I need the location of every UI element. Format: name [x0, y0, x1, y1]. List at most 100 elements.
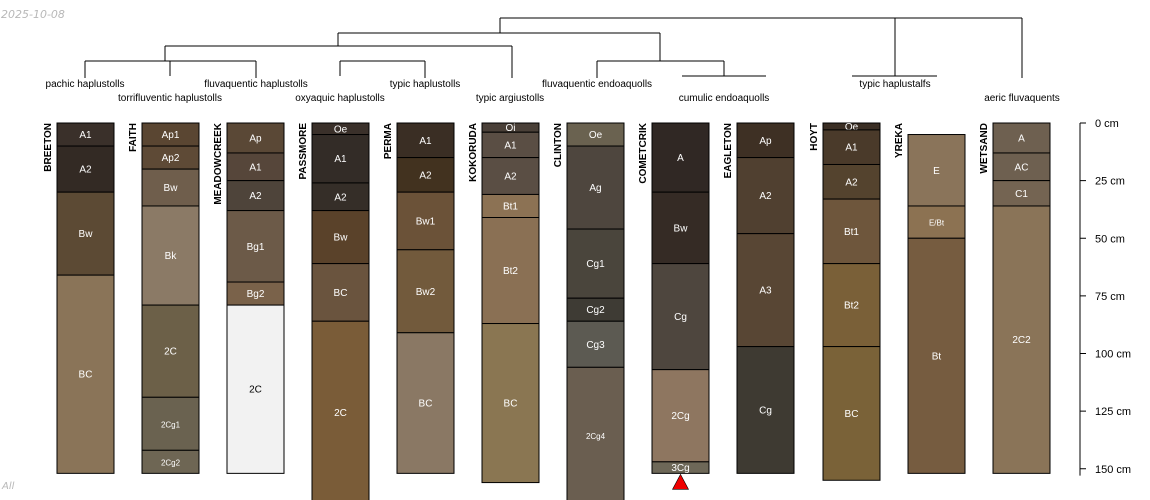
axis-tick-label: 75 cm	[1095, 291, 1125, 303]
horizon-label: BC	[79, 370, 93, 381]
horizon-label: 2C	[249, 385, 262, 396]
horizon-label: Bg2	[247, 289, 265, 300]
axis-tick-label: 100 cm	[1095, 349, 1131, 361]
horizon-a	[992, 122, 1051, 154]
profile-passmore: PASSMORE Oe A1 A2 Bw BC 2C	[298, 122, 370, 500]
profile-name: HOYT	[809, 123, 820, 151]
horizon-label: AC	[1015, 162, 1029, 173]
horizon-bk	[141, 205, 200, 306]
horizon-a1	[311, 134, 370, 184]
bottom-marker-triangle	[672, 473, 689, 490]
profile-name: BREETON	[43, 123, 54, 172]
horizon-label: A2	[334, 192, 347, 203]
taxon-label-pachic-haplustolls: pachic haplustolls	[46, 79, 125, 90]
horizon-ac	[992, 152, 1051, 182]
horizon-cg	[651, 263, 710, 371]
horizon-label: Bt2	[844, 301, 859, 312]
horizon-label: Bw2	[416, 287, 436, 298]
horizon-bc	[396, 332, 455, 474]
taxon-label-fluvaquentic-endoaquolls: fluvaquentic endoaquolls	[542, 79, 652, 90]
profile-breeton: BREETON A1 A2 Bw BC	[43, 122, 115, 474]
taxon-label-typic-haplustalfs: typic haplustalfs	[859, 79, 930, 90]
horizon-label: 2Cg	[671, 411, 689, 422]
horizon-label: A2	[504, 172, 517, 183]
horizon-2c	[311, 320, 370, 500]
depth-axis: 0 cm 25 cm 50 cm 75 cm 100 cm 125 cm 150 cm	[1079, 118, 1131, 476]
horizon-label: E	[933, 166, 940, 177]
horizon-label: Bk	[165, 251, 178, 262]
horizon-label: Oe	[845, 122, 859, 133]
date-stamp: 2025-10-08	[1, 8, 65, 21]
axis-tick-label: 0 cm	[1095, 118, 1119, 130]
horizon-label: Bt2	[503, 266, 518, 277]
profile-name: CLINTON	[553, 123, 564, 167]
corner-tag: All	[2, 481, 15, 492]
horizon-bc	[56, 274, 115, 474]
horizon-2cg1	[141, 396, 200, 451]
profile-name: COMETCRIK	[638, 122, 649, 183]
horizon-label: A1	[334, 154, 347, 165]
taxon-label-torrifluventic-haplustolls: torrifluventic haplustolls	[118, 93, 222, 104]
horizon-label: A1	[419, 136, 432, 147]
profile-meadowcreek: MEADOWCREEK Ap A1 A2 Bg1 Bg2 2C	[213, 122, 285, 474]
horizon-label: Bg1	[247, 242, 265, 253]
horizon-a2	[56, 145, 115, 193]
horizon-label: A3	[759, 286, 772, 297]
horizon-2c	[141, 304, 200, 398]
axis-tick-label: 150 cm	[1095, 464, 1131, 476]
horizon-cg	[736, 346, 795, 474]
horizon-label: 2C	[164, 347, 177, 358]
horizon-bw1	[396, 191, 455, 251]
horizon-label: Ag	[589, 183, 601, 194]
profile-hoyt: HOYT Oe A1 A2 Bt1 Bt2 BC	[809, 122, 881, 481]
horizon-ap	[226, 122, 285, 154]
horizon-label: A1	[845, 143, 858, 154]
horizon-label: BC	[845, 409, 859, 420]
horizon-2c2	[992, 205, 1051, 474]
horizon-cg1	[566, 228, 625, 299]
taxon-label-oxyaquic-haplustolls: oxyaquic haplustolls	[295, 93, 385, 104]
profile-name: WETSAND	[979, 123, 990, 174]
profile-name: YREKA	[894, 123, 905, 158]
horizon-label: A2	[79, 165, 92, 176]
horizon-a2	[822, 163, 881, 200]
horizon-label: Bw	[674, 223, 689, 234]
horizon-bt2	[481, 217, 540, 325]
horizon-3cg	[651, 461, 710, 474]
profile-clinton: CLINTON Oe Ag Cg1 Cg2 Cg3 2Cg4	[553, 122, 625, 500]
horizon-label: A1	[79, 130, 92, 141]
horizon-ap	[736, 122, 795, 159]
profile-yreka: YREKA E E/Bt Bt	[894, 123, 966, 474]
profile-name: PERMA	[383, 123, 394, 159]
horizon-label: BC	[334, 288, 348, 299]
profile-wetsand: WETSAND A AC C1 2C2	[979, 122, 1051, 474]
horizon-label: A	[1018, 133, 1025, 144]
horizon-bw	[56, 191, 115, 276]
horizon-2c	[226, 304, 285, 474]
horizon-label: Cg	[759, 405, 772, 416]
horizon-label: Oe	[589, 130, 603, 141]
profile-kokoruda: KOKORUDA Oi A1 A2 Bt1 Bt2 BC	[468, 122, 540, 484]
horizon-label: Bw	[334, 233, 349, 244]
horizon-label: Bw1	[416, 216, 436, 227]
horizon-label: A2	[419, 170, 432, 181]
horizon-label: Cg2	[586, 305, 605, 316]
horizon-label: Ap1	[162, 130, 180, 141]
horizon-label: 2C	[334, 408, 347, 419]
horizon-label: A2	[759, 191, 772, 202]
horizon-a2	[736, 157, 795, 235]
horizon-a2	[311, 182, 370, 212]
horizon-label: A	[677, 153, 684, 164]
horizon-label: A1	[504, 140, 517, 151]
horizon-label: Bt1	[503, 201, 518, 212]
taxon-label-cumulic-endoaquolls: cumulic endoaquolls	[679, 93, 770, 104]
horizon-label: Bt1	[844, 227, 859, 238]
horizon-label: 2Cg4	[586, 432, 606, 441]
horizon-2cg4	[566, 366, 625, 500]
horizon-cg3	[566, 320, 625, 368]
horizon-label: Ap	[759, 136, 772, 147]
horizon-a	[651, 122, 710, 193]
horizon-label: BC	[419, 399, 433, 410]
